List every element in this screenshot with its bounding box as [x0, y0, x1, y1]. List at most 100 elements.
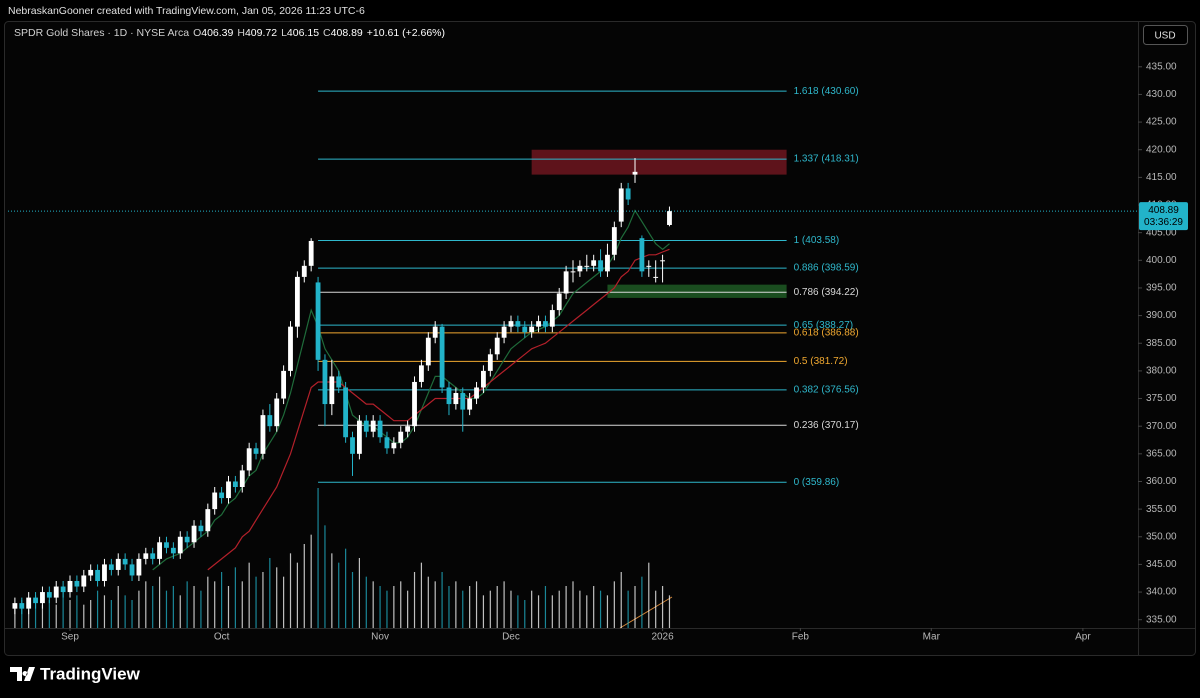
y-tick-label: 390.00	[1146, 310, 1177, 321]
candle-body	[446, 387, 452, 405]
candle-body	[67, 581, 73, 593]
candle-body	[508, 321, 514, 327]
candle-body	[501, 326, 507, 338]
volume-bar	[276, 567, 278, 628]
candle-body	[157, 542, 162, 559]
volume-bar	[641, 576, 643, 628]
volume-bar	[83, 604, 85, 628]
brand-logo: TradingView	[10, 664, 141, 683]
volume-bar	[317, 488, 319, 628]
volume-bar	[34, 595, 37, 628]
candle-body	[536, 321, 541, 327]
fib-label: 0 (359.86)	[794, 477, 840, 488]
volume-bar	[634, 586, 636, 628]
brand-name: TradingView	[40, 664, 141, 683]
candle-body	[432, 326, 438, 338]
volume-bar	[234, 567, 236, 628]
volume-bar	[131, 600, 133, 628]
candle-body	[95, 569, 100, 582]
candle-body	[164, 542, 169, 548]
y-tick-label: 405.00	[1146, 227, 1177, 238]
price-tag-countdown: 03:36:29	[1144, 217, 1183, 228]
volume-bar	[110, 600, 112, 628]
volume-bar	[551, 595, 553, 628]
volume-bar	[62, 590, 64, 628]
volume-bar	[648, 562, 650, 628]
candle-body	[281, 370, 287, 399]
volume-bar	[441, 572, 443, 628]
volume-bar	[586, 595, 588, 628]
candle-body	[253, 448, 259, 454]
candle-body	[363, 420, 369, 432]
candle-body	[398, 431, 404, 443]
candle-body	[267, 415, 273, 427]
candle-body	[239, 470, 245, 488]
volume-bar	[41, 604, 44, 628]
candle-body	[425, 337, 431, 366]
volume-bar	[661, 586, 664, 628]
candle-body	[350, 437, 355, 454]
legend: SPDR Gold Shares · 1D · NYSE Arca O406.39…	[14, 27, 445, 39]
volume-bar	[462, 590, 464, 628]
volume-bar	[69, 600, 71, 628]
volume-bar	[338, 562, 340, 628]
y-tick-label: 395.00	[1146, 283, 1177, 294]
candle-body	[570, 271, 576, 273]
volume-bar	[262, 572, 264, 628]
candle-body	[439, 326, 445, 388]
volume-bar	[455, 581, 457, 628]
volume-bar	[152, 586, 154, 628]
candle-body	[653, 276, 659, 278]
x-tick-label: Apr	[1075, 632, 1091, 643]
y-tick-label: 360.00	[1146, 476, 1177, 487]
candle-body	[150, 553, 156, 559]
candle-body	[591, 260, 597, 266]
y-tick-label: 370.00	[1146, 421, 1177, 432]
volume-bar	[103, 595, 106, 628]
volume-bar	[220, 572, 223, 628]
currency: USD	[1154, 31, 1175, 42]
candle-body	[667, 211, 672, 225]
volume-bar	[599, 590, 602, 628]
candle-body	[384, 437, 390, 449]
volume-bar	[496, 586, 498, 628]
candle-body	[232, 481, 238, 488]
y-tick-label: 355.00	[1146, 504, 1177, 515]
volume-bar	[296, 562, 298, 628]
candle-body	[46, 592, 52, 598]
candle-body	[529, 326, 535, 333]
currency-box[interactable]	[1143, 25, 1188, 45]
volume-bar	[76, 595, 78, 628]
y-tick-label: 430.00	[1146, 89, 1177, 100]
candle-body	[60, 586, 66, 593]
fib-label: 1.337 (418.31)	[794, 154, 859, 165]
volume-bar	[393, 586, 395, 628]
candle-body	[226, 481, 231, 499]
volume-bar	[255, 576, 257, 628]
volume-bar	[593, 586, 595, 628]
candle-body	[205, 509, 211, 532]
volume-bar	[531, 590, 533, 628]
chart-frame	[4, 21, 1196, 656]
candle-body	[460, 393, 466, 410]
candle-body	[177, 536, 183, 554]
volume-bar	[400, 581, 402, 628]
candle-body	[143, 553, 149, 559]
fib-label: 0.886 (398.59)	[794, 263, 859, 274]
candle-body	[274, 398, 280, 427]
volume-bar	[48, 600, 50, 628]
y-tick-label: 385.00	[1146, 338, 1177, 349]
candle-body	[639, 238, 645, 272]
x-tick-label: Feb	[792, 632, 810, 643]
candle-body	[625, 188, 631, 200]
candle-body	[584, 265, 590, 267]
legend-label: O	[193, 27, 201, 39]
y-tick-label: 420.00	[1146, 144, 1177, 155]
candle-body	[115, 558, 121, 570]
average-line	[152, 209, 670, 571]
volume-bar	[469, 586, 471, 628]
volume-bar	[96, 590, 99, 628]
volume-bar	[427, 576, 429, 628]
volume-bar	[241, 581, 243, 628]
